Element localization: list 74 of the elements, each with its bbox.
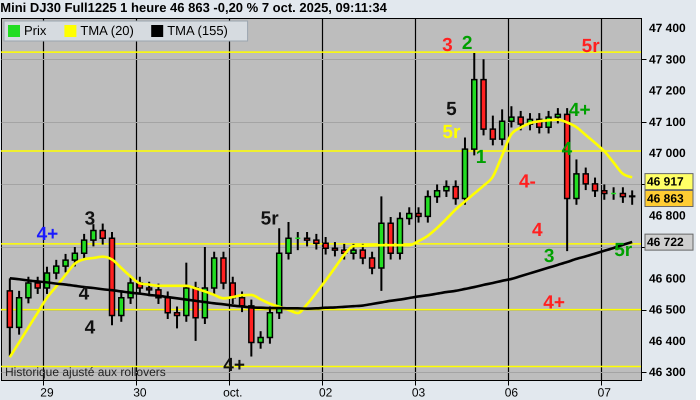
y-tick-label: 46 800 bbox=[649, 208, 686, 223]
y-tick-label: 46 500 bbox=[649, 302, 686, 317]
annotation: 2 bbox=[462, 32, 472, 54]
y-tick-label: 46 400 bbox=[649, 334, 686, 348]
y-tick-label: 47 200 bbox=[649, 84, 686, 98]
candlestick bbox=[90, 223, 97, 248]
candlestick bbox=[424, 189, 432, 224]
candlestick bbox=[360, 242, 366, 266]
candlestick bbox=[628, 189, 636, 206]
annotation: 3 bbox=[442, 34, 453, 56]
candlestick bbox=[80, 232, 88, 261]
candlestick bbox=[582, 166, 589, 192]
candlestick bbox=[25, 276, 32, 304]
x-tick-label: 02 bbox=[318, 386, 333, 400]
candlestick bbox=[610, 186, 617, 201]
candlestick bbox=[72, 246, 78, 268]
candlestick bbox=[368, 250, 376, 276]
annotation: 4+ bbox=[568, 100, 591, 122]
annotation: 4 bbox=[84, 317, 96, 338]
x-tick-label: 30 bbox=[133, 386, 147, 400]
text: 46 863 bbox=[647, 192, 684, 206]
candlestick bbox=[498, 108, 506, 146]
x-tick-label: 06 bbox=[504, 386, 518, 400]
candlestick bbox=[434, 183, 440, 204]
candlestick bbox=[443, 179, 450, 198]
candlestick bbox=[490, 114, 496, 146]
annotation: 3 bbox=[84, 208, 96, 230]
y-tick-label: 46 600 bbox=[649, 271, 686, 286]
y-tick-label: 46 300 bbox=[649, 365, 686, 380]
candlestick bbox=[313, 232, 320, 251]
candlestick bbox=[257, 330, 264, 350]
annotation: 5r bbox=[614, 240, 633, 262]
candlestick bbox=[53, 258, 60, 280]
annotation: 4- bbox=[518, 172, 536, 193]
legend-title: Prix bbox=[24, 23, 47, 38]
candlestick bbox=[452, 179, 459, 206]
candlestick bbox=[620, 186, 626, 204]
annotation: 4+ bbox=[543, 292, 565, 314]
candlestick bbox=[294, 231, 302, 252]
annotation: 5r bbox=[442, 122, 461, 144]
legend-label: TMA (20) bbox=[80, 23, 134, 38]
candlestick bbox=[517, 110, 524, 132]
candlestick bbox=[332, 241, 338, 258]
annotation: 1 bbox=[476, 146, 487, 168]
x-tick-label: 29 bbox=[40, 386, 54, 400]
x-tick-label: oct. bbox=[223, 386, 242, 400]
y-tick-label: 47 100 bbox=[649, 114, 686, 129]
candlestick bbox=[592, 176, 598, 198]
candlestick bbox=[62, 252, 69, 274]
annotation: 4 bbox=[532, 220, 544, 242]
candlestick bbox=[554, 107, 562, 124]
y-tick-label: 47 000 bbox=[649, 146, 686, 160]
annotation: 5r bbox=[260, 208, 280, 230]
annotation: 4 bbox=[562, 138, 573, 160]
annotation: 4 bbox=[78, 284, 90, 305]
legend-label: TMA (155) bbox=[167, 23, 228, 38]
annotation: Historique ajusté aux rollovers bbox=[5, 365, 166, 379]
candlestick bbox=[34, 276, 41, 295]
x-tick-label: 07 bbox=[598, 386, 612, 400]
text: 46 722 bbox=[647, 235, 684, 250]
y-tick-label: 47 400 bbox=[649, 21, 686, 36]
x-tick-label: 03 bbox=[412, 386, 426, 400]
chart-title: Mini DJ30 Full1225 1 heure 46 863 -0,20 % 7 oct. 2025, 09:11:34 bbox=[0, 0, 388, 15]
candlestick bbox=[99, 222, 106, 246]
candlestick bbox=[285, 220, 292, 261]
text: 46 917 bbox=[647, 174, 684, 189]
candlestick bbox=[406, 206, 412, 226]
annotation: 5r bbox=[582, 36, 600, 57]
candlestick bbox=[304, 231, 310, 248]
annotation: 3 bbox=[544, 246, 554, 268]
candlestick bbox=[350, 242, 357, 261]
y-tick-label: 47 300 bbox=[649, 52, 686, 66]
annotation: 5 bbox=[446, 99, 458, 120]
candlestick bbox=[174, 305, 180, 330]
